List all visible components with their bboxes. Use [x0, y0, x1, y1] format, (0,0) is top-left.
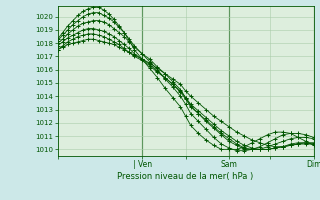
X-axis label: Pression niveau de la mer( hPa ): Pression niveau de la mer( hPa ) — [117, 172, 254, 181]
